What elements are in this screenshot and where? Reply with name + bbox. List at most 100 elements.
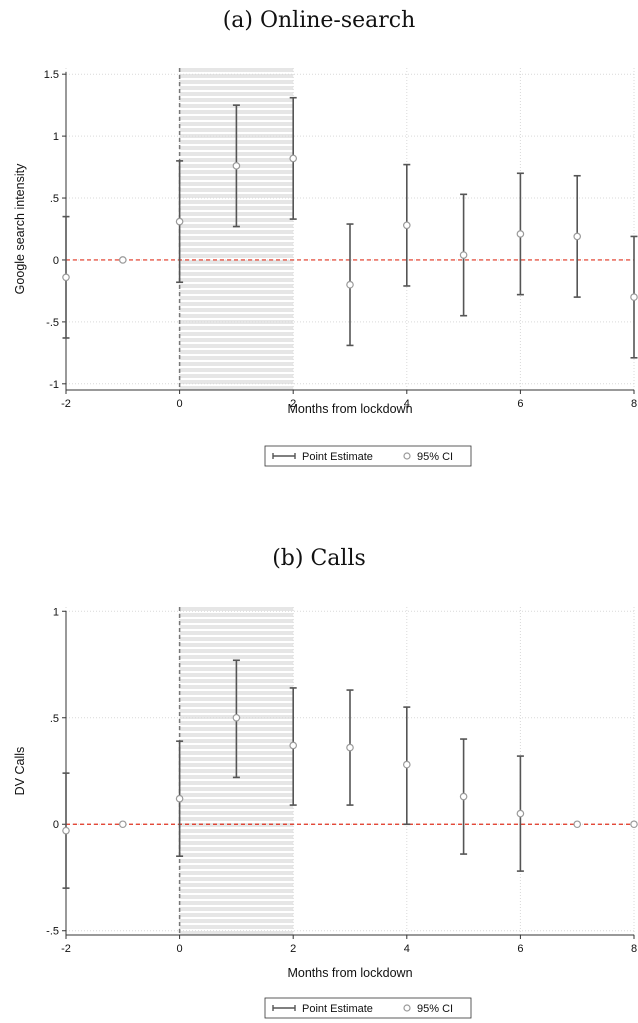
point-estimate-marker [402, 760, 411, 769]
point-estimate-marker [516, 230, 525, 238]
point-estimate-marker [62, 273, 70, 282]
shade-stripe [179, 907, 294, 911]
shade-stripe [179, 278, 294, 282]
shade-stripe [179, 338, 294, 342]
x-tick-label: 4 [404, 398, 410, 410]
point-estimate-marker [516, 809, 525, 818]
y-tick-label: -.5 [46, 317, 59, 329]
legend-label-ci: 95% CI [417, 451, 453, 463]
shade-stripe [179, 619, 294, 623]
panel-a-title: (a) Online-search [222, 8, 416, 33]
shade-stripe [179, 344, 294, 348]
shade-stripe [179, 350, 294, 354]
x-tick-label: 6 [517, 398, 523, 410]
y-tick-label: 0 [53, 819, 59, 831]
x-tick-label: -2 [61, 943, 71, 955]
x-tick-label: 2 [290, 943, 296, 955]
shade-stripe [179, 625, 294, 629]
point-estimate-marker [232, 162, 241, 170]
shade-stripe [179, 841, 294, 845]
point-estimate-marker [459, 251, 468, 259]
y-tick-label: 1.5 [44, 69, 59, 81]
shade-stripe [179, 847, 294, 851]
legend-label-ci: 95% CI [417, 1003, 453, 1015]
y-tick-label: 0 [53, 255, 59, 267]
x-tick-label: 8 [631, 943, 637, 955]
chart-online-search: -1 -.5 0 .5 1 1.5 -2 0 2 4 6 8 Months from lockdown G… [13, 68, 638, 467]
point-estimate-marker [175, 217, 184, 226]
shade-stripe [179, 374, 294, 378]
shade-stripe [179, 326, 294, 330]
legend-box [264, 445, 472, 467]
x-tick-label: 2 [290, 398, 296, 410]
x-axis-label: Months from lockdown [287, 966, 412, 980]
shade-stripe [179, 302, 294, 306]
shade-stripe [179, 613, 294, 617]
shade-stripe [179, 649, 294, 653]
point-estimate-marker [346, 280, 354, 289]
point-estimate-marker [630, 293, 638, 301]
shade-stripe [179, 817, 294, 821]
y-axis-label: Google search intensity [13, 163, 27, 294]
shade-stripe [179, 793, 294, 797]
shade-stripe [179, 74, 294, 78]
y-tick-label: -.5 [46, 926, 59, 938]
legend: Point Estimate 95% CI [264, 997, 472, 1019]
x-tick-label: -2 [61, 398, 71, 410]
shade-stripe [179, 631, 294, 635]
shade-stripe [179, 805, 294, 809]
shade-stripe [179, 98, 294, 102]
shade-stripe [179, 236, 294, 240]
shade-stripe [179, 80, 294, 84]
shade-stripe [179, 883, 294, 887]
shade-stripe [179, 853, 294, 857]
shade-stripe [179, 931, 294, 935]
point-estimate-marker [289, 741, 298, 750]
x-tick-label: 6 [517, 943, 523, 955]
legend-label-point-estimate: Point Estimate [302, 451, 373, 463]
shade-stripe [179, 260, 294, 264]
shade-stripe [179, 835, 294, 839]
shade-stripe [179, 356, 294, 360]
shade-stripe [179, 272, 294, 276]
point-estimate-marker [573, 232, 582, 241]
shade-stripe [179, 230, 294, 234]
shade-stripe [179, 254, 294, 258]
shade-stripe [179, 655, 294, 659]
legend: Point Estimate 95% CI [264, 445, 472, 467]
x-tick-label: 4 [404, 943, 410, 955]
point-estimate-marker [289, 154, 298, 163]
shade-stripe [179, 607, 294, 611]
point-estimate-marker [459, 792, 468, 801]
shade-stripe [179, 92, 294, 96]
x-tick-label: 0 [177, 943, 183, 955]
point-estimate-marker [119, 256, 127, 264]
point-estimate-marker [62, 826, 70, 835]
shade-stripe [179, 925, 294, 929]
shade-stripe [179, 781, 294, 785]
shade-stripe [179, 919, 294, 923]
point-estimate-marker [402, 221, 411, 230]
shade-stripe [179, 68, 294, 72]
legend-marker-swatch [403, 452, 411, 460]
y-tick-label: 1 [53, 131, 59, 143]
shade-stripe [179, 86, 294, 90]
x-axis-label: Months from lockdown [287, 402, 412, 416]
shade-stripe [179, 811, 294, 815]
shade-stripe [179, 386, 294, 390]
point-estimate-marker [175, 794, 184, 803]
shade-stripe [179, 637, 294, 641]
shade-stripe [179, 380, 294, 384]
point-estimate-marker [119, 820, 127, 829]
point-estimate-marker [232, 713, 241, 722]
shade-stripe [179, 296, 294, 300]
shade-stripe [179, 242, 294, 246]
x-tick-label: 8 [631, 398, 637, 410]
panel-b-title: (b) Calls [272, 546, 366, 571]
shade-stripe [179, 787, 294, 791]
point-estimate-marker [630, 820, 638, 829]
shade-stripe [179, 314, 294, 318]
shade-stripe [179, 362, 294, 366]
